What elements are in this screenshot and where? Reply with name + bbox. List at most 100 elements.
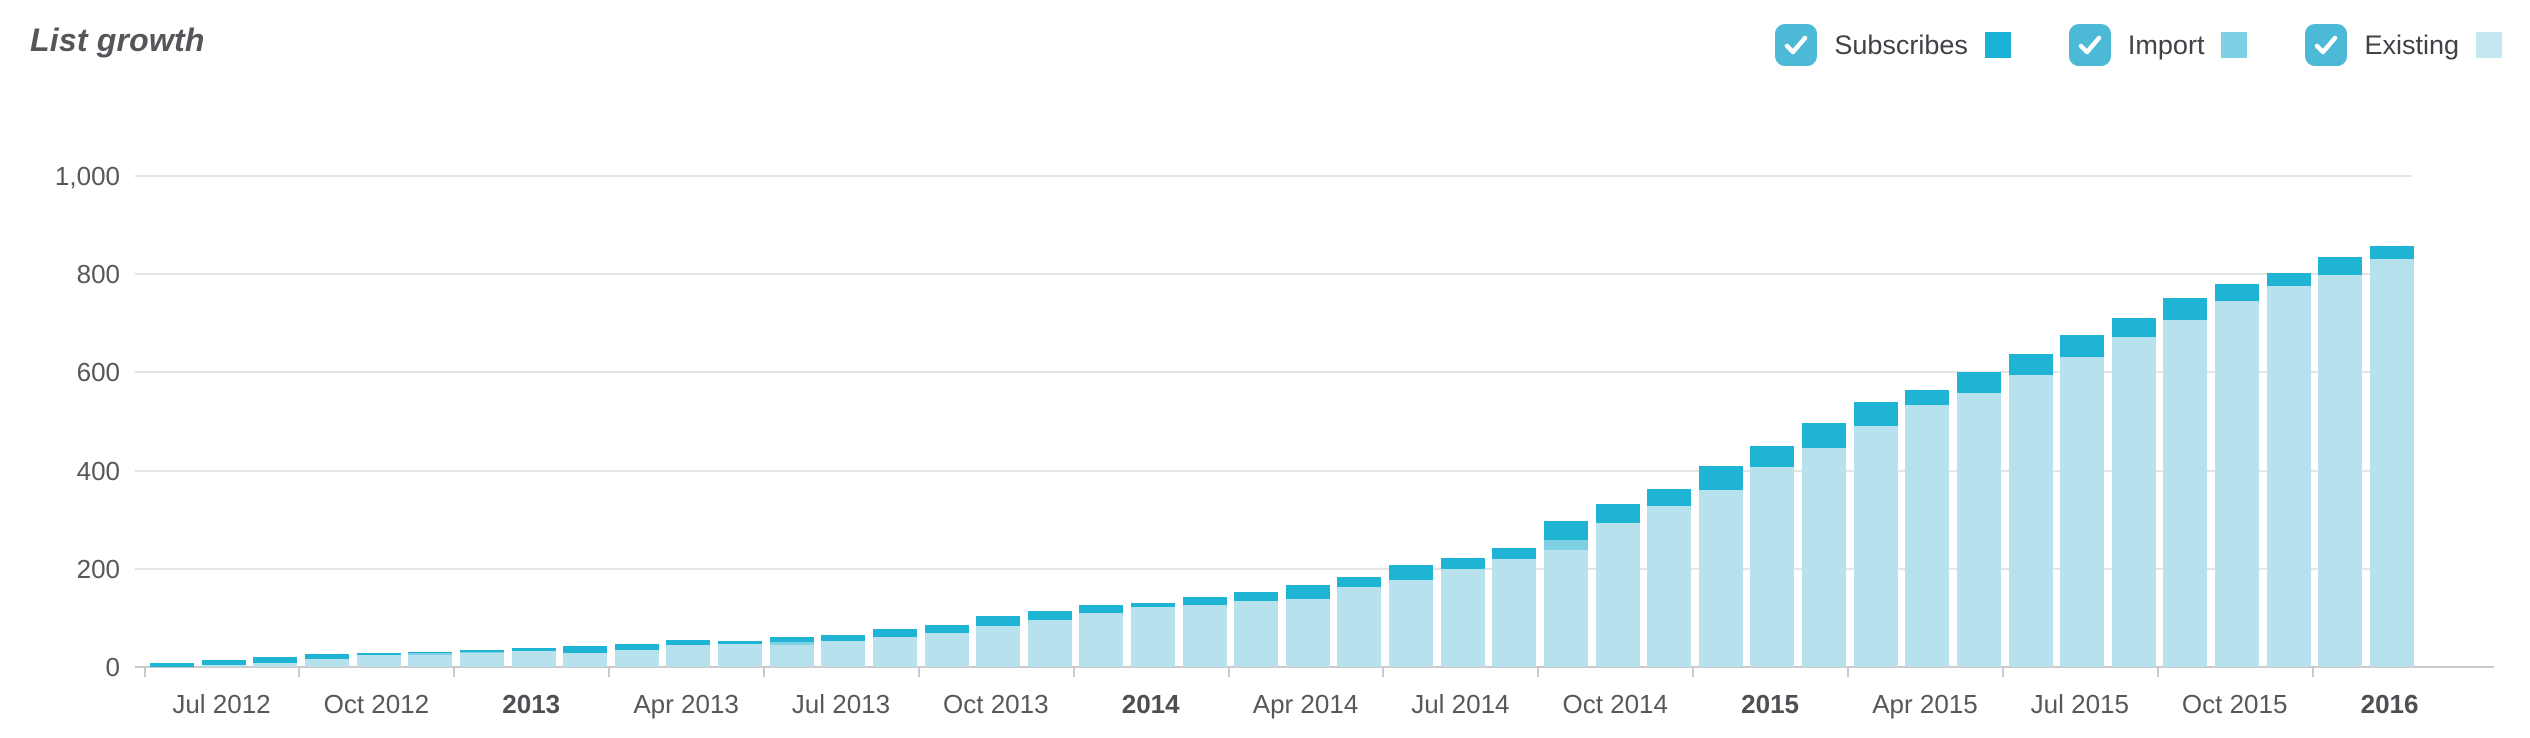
bar-jul-2015[interactable] bbox=[2008, 354, 2053, 667]
bar-nov-2013[interactable] bbox=[976, 616, 1021, 667]
bar-apr-2014[interactable] bbox=[1234, 592, 1279, 667]
y-axis-label: 1,000 bbox=[54, 161, 120, 191]
bar-aug-2014[interactable] bbox=[1440, 557, 1485, 667]
bar-segment-existing bbox=[2266, 286, 2311, 667]
bar-jul-2012[interactable] bbox=[150, 662, 195, 667]
bar-dec-2013[interactable] bbox=[1027, 610, 1072, 667]
bar-segment-subscribes bbox=[2111, 318, 2156, 337]
bar-segment-existing bbox=[1698, 490, 1743, 667]
bar-jan-2013[interactable] bbox=[459, 650, 504, 667]
checkbox-subscribes-icon[interactable] bbox=[1775, 24, 1818, 66]
bar-jun-2015[interactable] bbox=[1956, 371, 2001, 667]
bar-segment-existing bbox=[1543, 549, 1588, 667]
bar-oct-2015[interactable] bbox=[2163, 298, 2208, 667]
bar-segment-existing bbox=[2111, 336, 2156, 667]
checkmark-icon bbox=[1785, 35, 1808, 55]
bar-jul-2014[interactable] bbox=[1389, 564, 1434, 667]
bar-jan-2015[interactable] bbox=[1698, 465, 1743, 667]
bar-segment-subscribes bbox=[1079, 605, 1124, 613]
bar-oct-2012[interactable] bbox=[305, 654, 350, 667]
bar-segment-subscribes bbox=[2163, 298, 2208, 320]
bar-sep-2013[interactable] bbox=[872, 628, 917, 667]
bar-dec-2012[interactable] bbox=[408, 651, 453, 667]
bar-segment-import bbox=[459, 651, 504, 653]
bar-jan-2014[interactable] bbox=[1079, 605, 1124, 667]
y-axis-label: 400 bbox=[76, 455, 120, 486]
x-axis-tick bbox=[143, 667, 146, 677]
x-axis-tick bbox=[1537, 667, 1540, 677]
bar-segment-subscribes bbox=[1440, 557, 1485, 570]
bar-apr-2015[interactable] bbox=[1853, 401, 1898, 667]
bar-aug-2015[interactable] bbox=[2060, 334, 2105, 667]
bar-sep-2015[interactable] bbox=[2111, 318, 2156, 667]
legend-swatch-existing bbox=[2476, 32, 2502, 58]
bar-segment-subscribes bbox=[201, 659, 246, 666]
checkbox-import-icon[interactable] bbox=[2068, 24, 2111, 66]
bar-segment-existing bbox=[356, 655, 401, 667]
bar-segment-subscribes bbox=[2369, 245, 2414, 259]
x-axis-label: Apr 2015 bbox=[1872, 689, 1978, 719]
x-axis-tick bbox=[2311, 667, 2314, 677]
checkmark-icon bbox=[2315, 35, 2338, 55]
bar-oct-2014[interactable] bbox=[1543, 521, 1588, 667]
bar-aug-2013[interactable] bbox=[821, 634, 866, 667]
bar-dec-2014[interactable] bbox=[1647, 489, 1692, 667]
bar-dec-2015[interactable] bbox=[2266, 273, 2311, 667]
bar-feb-2016[interactable] bbox=[2369, 245, 2414, 667]
bar-segment-subscribes bbox=[1285, 584, 1330, 600]
bar-feb-2015[interactable] bbox=[1750, 446, 1795, 667]
bar-may-2015[interactable] bbox=[1905, 390, 1950, 667]
legend-swatch-subscribes bbox=[1984, 32, 2011, 58]
bar-segment-existing bbox=[1492, 559, 1537, 667]
bar-mar-2013[interactable] bbox=[563, 646, 608, 667]
page-title: List growth bbox=[30, 22, 205, 58]
bar-segment-subscribes bbox=[1234, 592, 1279, 602]
bar-mar-2014[interactable] bbox=[1182, 597, 1227, 667]
bar-sep-2014[interactable] bbox=[1492, 548, 1537, 667]
bar-segment-existing bbox=[1750, 467, 1795, 667]
bar-sep-2012[interactable] bbox=[253, 657, 298, 667]
bar-segment-subscribes bbox=[305, 654, 350, 660]
bar-segment-existing bbox=[1647, 506, 1692, 667]
bar-feb-2013[interactable] bbox=[511, 648, 556, 667]
x-axis-label: Jul 2014 bbox=[1411, 689, 1510, 719]
gridline bbox=[135, 273, 2412, 276]
legend-item-subscribes[interactable]: Subscribes bbox=[1775, 24, 2011, 66]
bar-segment-existing bbox=[459, 652, 504, 667]
legend-label-existing: Existing bbox=[2364, 30, 2459, 60]
checkbox-existing-icon[interactable] bbox=[2305, 24, 2348, 66]
bar-segment-subscribes bbox=[769, 636, 814, 643]
bar-nov-2014[interactable] bbox=[1595, 503, 1640, 667]
y-axis-label: 0 bbox=[105, 652, 120, 682]
bar-segment-subscribes bbox=[408, 651, 453, 653]
bar-segment-subscribes bbox=[2266, 273, 2311, 287]
bar-jun-2013[interactable] bbox=[718, 641, 763, 667]
bar-segment-existing bbox=[718, 643, 763, 667]
bar-nov-2015[interactable] bbox=[2215, 284, 2259, 667]
legend-item-existing[interactable]: Existing bbox=[2305, 24, 2502, 66]
bar-segment-existing bbox=[666, 644, 711, 667]
bar-jun-2014[interactable] bbox=[1337, 576, 1382, 667]
x-axis-tick bbox=[2156, 667, 2159, 677]
bar-jul-2013[interactable] bbox=[769, 636, 814, 667]
legend-item-import[interactable]: Import bbox=[2068, 24, 2248, 66]
x-axis-tick bbox=[1692, 667, 1695, 677]
bar-may-2013[interactable] bbox=[666, 639, 711, 667]
bar-segment-subscribes bbox=[976, 616, 1021, 627]
bar-jan-2016[interactable] bbox=[2318, 256, 2363, 667]
bar-segment-subscribes bbox=[1905, 390, 1950, 406]
bar-may-2014[interactable] bbox=[1285, 584, 1330, 667]
bar-feb-2014[interactable] bbox=[1130, 603, 1175, 667]
bar-segment-existing bbox=[821, 640, 866, 667]
bar-segment-subscribes bbox=[459, 650, 504, 652]
bar-mar-2015[interactable] bbox=[1802, 423, 1847, 667]
bar-segment-existing bbox=[305, 659, 350, 667]
bar-apr-2013[interactable] bbox=[614, 643, 659, 667]
bar-aug-2012[interactable] bbox=[201, 659, 246, 667]
x-axis-tick bbox=[762, 667, 765, 677]
bar-oct-2013[interactable] bbox=[924, 625, 969, 667]
bar-segment-existing bbox=[1802, 448, 1847, 667]
bar-segment-existing bbox=[2163, 319, 2208, 667]
bar-nov-2012[interactable] bbox=[356, 653, 401, 667]
